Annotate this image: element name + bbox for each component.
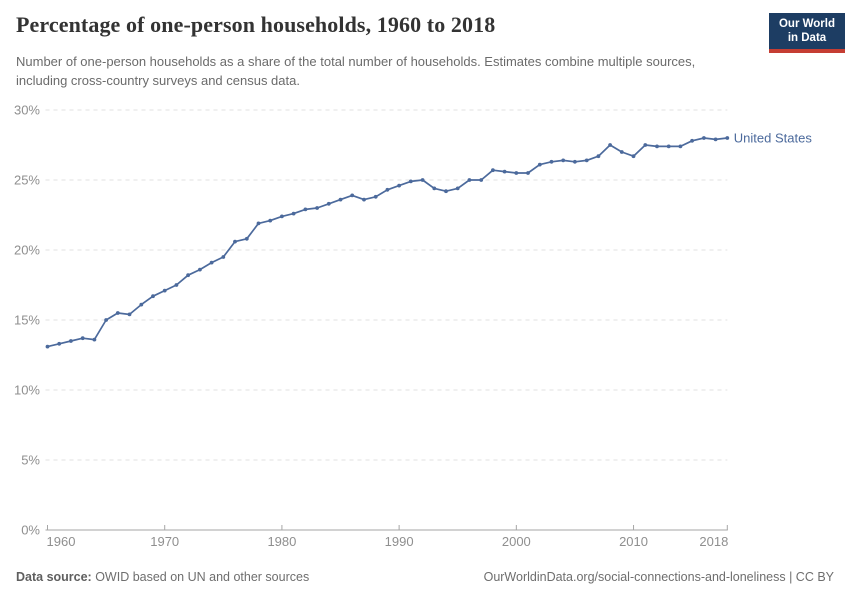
y-axis-label: 5% (21, 453, 40, 468)
y-axis-label: 30% (14, 103, 40, 118)
data-point[interactable] (408, 179, 413, 184)
data-point[interactable] (678, 144, 683, 149)
y-axis-label: 15% (14, 313, 40, 328)
data-point[interactable] (479, 178, 484, 182)
owid-logo[interactable]: Our World in Data (769, 13, 845, 53)
data-source-note: Data source: OWID based on UN and other … (16, 570, 309, 584)
data-point[interactable] (420, 178, 425, 182)
data-point[interactable] (549, 159, 554, 164)
data-point[interactable] (526, 171, 530, 175)
data-point[interactable] (596, 154, 601, 159)
chart-subtitle: Number of one-person households as a sha… (16, 54, 696, 88)
series-points[interactable] (45, 136, 730, 349)
data-point[interactable] (127, 312, 132, 317)
data-point[interactable] (631, 154, 636, 159)
line-chart-canvas: 0% 5% 10% 15% 20% 25% 30% 1960 1970 1980 1990 2000 2… (0, 95, 850, 565)
data-point[interactable] (280, 214, 284, 219)
data-point[interactable] (350, 193, 355, 198)
data-point[interactable] (326, 201, 331, 206)
data-point[interactable] (619, 150, 624, 154)
data-point[interactable] (573, 159, 577, 164)
data-point[interactable] (186, 273, 191, 278)
data-point[interactable] (502, 169, 507, 174)
data-point[interactable] (115, 311, 120, 315)
x-axis-label: 2018 (699, 534, 728, 549)
data-point[interactable] (174, 283, 179, 287)
data-point[interactable] (221, 255, 226, 259)
data-point[interactable] (338, 197, 343, 202)
data-point[interactable] (45, 344, 50, 349)
y-axis-label: 10% (14, 383, 40, 398)
data-point[interactable] (315, 206, 319, 210)
data-point[interactable] (256, 221, 261, 226)
series-line-united-states[interactable] (46, 137, 729, 348)
series-label-united-states[interactable]: United States (734, 131, 813, 146)
data-point[interactable] (643, 143, 648, 147)
data-point[interactable] (233, 239, 237, 244)
data-point[interactable] (291, 211, 296, 216)
x-axis-label: 1990 (385, 534, 414, 549)
chart-svg: 0% 5% 10% 15% 20% 25% 30% 1960 1970 1980 1990 2000 2… (14, 103, 813, 550)
data-point[interactable] (514, 171, 519, 175)
data-point[interactable] (444, 189, 448, 194)
x-axis-label: 2000 (502, 534, 531, 549)
x-axis-label: 1980 (267, 534, 296, 549)
data-point[interactable] (385, 187, 390, 192)
data-point[interactable] (467, 178, 472, 182)
data-source-label: Data source: (16, 570, 92, 584)
data-point[interactable] (69, 339, 73, 343)
y-axis-label: 20% (14, 243, 40, 258)
data-point[interactable] (561, 158, 566, 163)
data-point[interactable] (608, 143, 612, 147)
data-point[interactable] (162, 288, 167, 293)
data-point[interactable] (432, 186, 437, 191)
x-axis-label: 1970 (150, 534, 179, 549)
data-point[interactable] (209, 260, 214, 265)
data-source-text: OWID based on UN and other sources (91, 570, 310, 584)
data-point[interactable] (584, 158, 589, 163)
data-point[interactable] (104, 318, 108, 322)
data-point[interactable] (373, 194, 378, 199)
credit-link[interactable]: OurWorldinData.org/social-connections-an… (483, 570, 834, 584)
y-axis-label: 0% (21, 523, 40, 538)
data-point[interactable] (57, 341, 62, 346)
data-point[interactable] (690, 138, 694, 143)
x-axis-label: 2010 (619, 534, 648, 549)
data-point[interactable] (80, 336, 85, 341)
owid-logo-line2: in Data (787, 31, 827, 44)
data-point[interactable] (92, 337, 97, 342)
data-point[interactable] (151, 294, 155, 299)
x-axis-label: 1960 (47, 534, 76, 549)
data-point[interactable] (244, 236, 249, 241)
data-point[interactable] (491, 168, 495, 173)
data-point[interactable] (702, 136, 706, 140)
data-point[interactable] (268, 218, 273, 223)
page-title: Percentage of one-person households, 196… (16, 12, 496, 37)
data-point[interactable] (655, 144, 659, 149)
data-point[interactable] (303, 207, 308, 212)
owid-logo-line1: Our World (778, 18, 835, 30)
data-point[interactable] (198, 267, 202, 272)
y-axis-label: 25% (14, 173, 40, 188)
data-point[interactable] (666, 144, 671, 149)
data-point[interactable] (455, 186, 460, 191)
data-point[interactable] (713, 137, 718, 142)
data-point[interactable] (725, 136, 730, 140)
data-point[interactable] (397, 183, 401, 188)
data-point[interactable] (537, 162, 542, 167)
data-point[interactable] (139, 302, 144, 307)
data-point[interactable] (362, 197, 366, 202)
